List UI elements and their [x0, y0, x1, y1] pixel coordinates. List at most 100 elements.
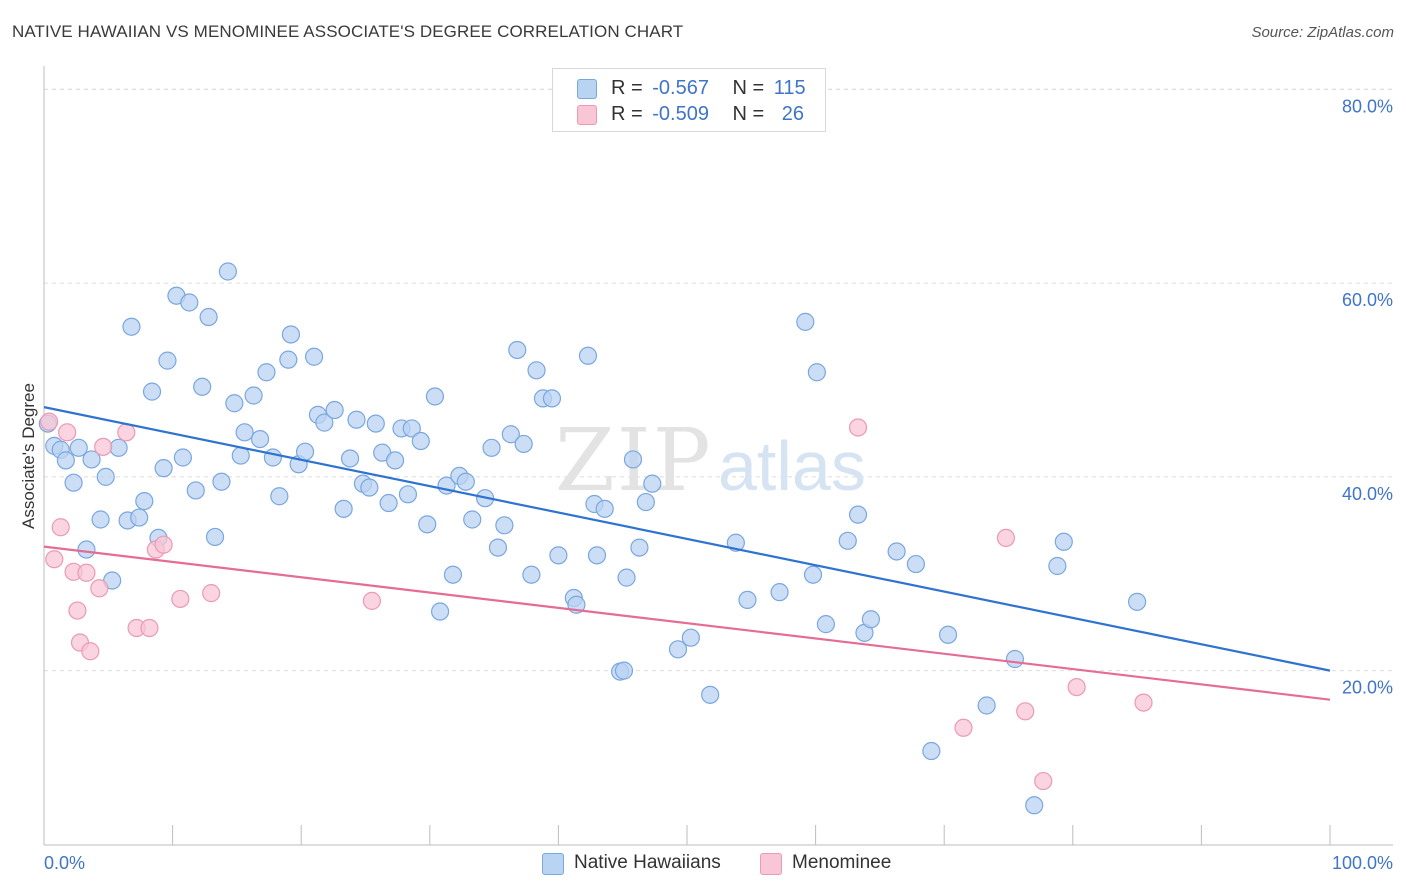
r-value: -0.509 [652, 103, 709, 125]
data-point-native-hawaiians [906, 554, 926, 574]
y-tick-label: 20.0% [1342, 678, 1393, 698]
y-tick-label: 40.0% [1342, 484, 1393, 504]
source-label: Source: ZipAtlas.com [1251, 24, 1394, 41]
y-tick-labels: 20.0% 40.0% 60.0% 80.0% [1342, 96, 1393, 697]
data-point-native-hawaiians [542, 389, 562, 408]
data-point-native-hawaiians [263, 448, 283, 467]
data-point-native-hawaiians [315, 413, 334, 432]
data-point-native-hawaiians [218, 262, 237, 281]
bottom-legend-label-1: Native Hawaiians [574, 852, 721, 873]
r-label: R = [611, 77, 643, 99]
r-label: R = [611, 103, 643, 125]
data-point-native-hawaiians [154, 459, 173, 478]
data-point-menominee [58, 423, 77, 442]
data-point-native-hawaiians [281, 325, 301, 344]
data-point-native-hawaiians [270, 487, 289, 506]
data-point-native-hawaiians [796, 312, 815, 331]
data-point-native-hawaiians [463, 510, 482, 529]
data-point-native-hawaiians [225, 394, 244, 413]
data-point-native-hawaiians [64, 473, 83, 492]
data-point-native-hawaiians [193, 377, 212, 396]
data-point-native-hawaiians [443, 565, 463, 584]
data-point-native-hawaiians [135, 491, 154, 511]
data-point-native-hawaiians [807, 363, 826, 382]
n-value: 26 [781, 103, 805, 125]
data-point-native-hawaiians [109, 438, 128, 457]
data-point-native-hawaiians [325, 400, 344, 420]
data-point-native-hawaiians [578, 346, 598, 365]
stats-legend: R = -0.567 N = 115 R = -0.509 N = 26 [552, 68, 826, 132]
bottom-swatch-blue [542, 853, 564, 875]
data-point-native-hawaiians [250, 429, 270, 449]
data-point-menominee [996, 528, 1016, 548]
data-point-native-hawaiians [623, 450, 643, 469]
data-point-native-hawaiians [456, 472, 475, 491]
data-point-menominee [1016, 702, 1035, 721]
data-point-native-hawaiians [501, 425, 520, 444]
data-point-native-hawaiians [379, 493, 398, 513]
data-point-native-hawaiians [701, 685, 720, 704]
data-point-native-hawaiians [430, 602, 450, 621]
data-point-native-hawaiians [508, 340, 527, 360]
data-point-native-hawaiians [922, 741, 941, 761]
data-point-menominee [171, 589, 190, 609]
data-point-native-hawaiians [235, 423, 254, 442]
x-tick-label: 100.0% [1332, 853, 1393, 873]
data-point-menominee [202, 584, 221, 603]
legend-text-2: R = -0.509 N = 26 [611, 103, 804, 126]
data-point-menominee [362, 591, 382, 610]
data-point-native-hawaiians [56, 451, 75, 470]
data-point-native-hawaiians [887, 542, 906, 561]
x-tick-label: 0.0% [44, 853, 85, 873]
data-point-native-hawaiians [411, 431, 430, 451]
axes [43, 66, 1393, 846]
bottom-swatch-pink [760, 853, 782, 875]
data-point-native-hawaiians [398, 485, 418, 504]
data-point-native-hawaiians [199, 307, 218, 327]
data-point-native-hawaiians [617, 568, 636, 587]
data-point-menominee [1134, 693, 1153, 712]
data-point-native-hawaiians [257, 363, 276, 382]
data-point-native-hawaiians [130, 508, 149, 527]
data-point-native-hawaiians [816, 615, 835, 634]
data-point-menominee [45, 550, 64, 569]
data-point-native-hawaiians [838, 531, 857, 550]
data-point-native-hawaiians [91, 510, 110, 529]
data-point-native-hawaiians [82, 450, 101, 469]
trend-line-native-hawaiians [43, 406, 1331, 672]
data-point-native-hawaiians [1054, 532, 1073, 551]
data-point-menominee [51, 518, 70, 537]
data-point-menominee [140, 618, 159, 638]
data-point-native-hawaiians [360, 478, 379, 497]
data-point-menominee [94, 437, 113, 456]
r-value: -0.567 [652, 77, 709, 99]
data-point-native-hawaiians [1048, 556, 1067, 576]
data-point-menominee [77, 563, 96, 582]
data-point-menominee [40, 412, 59, 431]
series-menominee [40, 412, 1153, 791]
y-tick-label: 80.0% [1342, 96, 1393, 116]
n-label: N = [732, 77, 765, 99]
data-point-native-hawaiians [1025, 796, 1044, 815]
data-point-native-hawaiians [861, 610, 880, 629]
legend-swatch-blue [577, 79, 597, 99]
data-point-native-hawaiians [402, 419, 421, 438]
data-point-native-hawaiians [122, 317, 141, 336]
legend-swatch-pink [577, 105, 597, 125]
data-point-native-hawaiians [614, 661, 634, 680]
n-value: 115 [773, 77, 806, 99]
data-point-menominee [117, 423, 136, 442]
data-point-native-hawaiians [549, 546, 568, 565]
data-point-native-hawaiians [803, 565, 823, 584]
data-point-native-hawaiians [848, 505, 868, 524]
data-point-menominee [1034, 771, 1053, 791]
data-point-native-hawaiians [244, 386, 263, 405]
data-point-menominee [954, 718, 973, 737]
data-point-native-hawaiians [347, 410, 366, 429]
data-point-native-hawaiians [587, 546, 607, 565]
x-tick-labels: 0.0% 100.0% [44, 853, 1393, 873]
data-point-native-hawaiians [643, 474, 662, 493]
data-point-native-hawaiians [69, 438, 88, 457]
data-point-menominee [90, 579, 109, 598]
